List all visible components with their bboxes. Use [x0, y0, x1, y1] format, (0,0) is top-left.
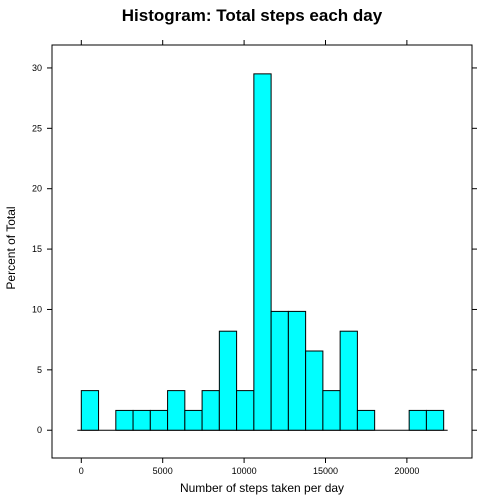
histogram-bar-16 [356, 409, 376, 431]
histogram-bar-8 [218, 330, 238, 431]
y-tick-label: 0 [37, 425, 42, 435]
histogram-bar-5 [167, 390, 186, 431]
histogram-bar-11 [270, 310, 289, 431]
x-tick-label: 15000 [313, 466, 338, 476]
x-tick-label: 0 [79, 466, 84, 476]
x-tick-label: 10000 [232, 466, 257, 476]
y-tick-label: 30 [32, 63, 42, 73]
histogram-bar-4 [149, 409, 169, 431]
histogram-bar-6 [184, 409, 203, 431]
histogram-bar-9 [236, 390, 255, 431]
y-tick-label: 25 [32, 123, 42, 133]
x-axis-label: Number of steps taken per day [180, 481, 344, 495]
histogram-bar-13 [305, 350, 324, 431]
histogram-bar-12 [287, 310, 307, 431]
histogram-bar-19 [408, 409, 427, 431]
chart-title: Histogram: Total steps each day [122, 6, 383, 25]
histogram-bar-14 [322, 390, 341, 431]
y-tick-label: 10 [32, 304, 42, 314]
x-tick-label: 5000 [153, 466, 173, 476]
y-tick-label: 20 [32, 184, 42, 194]
histogram-bar-3 [132, 409, 151, 431]
histogram-bar-20 [425, 409, 445, 431]
histogram-bar-0 [80, 390, 100, 431]
plot-panel-border [51, 44, 473, 459]
y-tick-label: 15 [32, 244, 42, 254]
histogram-bar-2 [115, 409, 134, 431]
y-axis-label: Percent of Total [4, 206, 18, 289]
plot-area: 0 5000 10000 15000 20000 0 5 10 15 20 25 30 [32, 40, 477, 476]
y-tick-label: 5 [37, 365, 42, 375]
histogram-bar-15 [339, 330, 358, 431]
histogram-bar-10 [253, 73, 272, 431]
histogram-bar-7 [201, 390, 220, 431]
x-tick-label: 20000 [394, 466, 419, 476]
